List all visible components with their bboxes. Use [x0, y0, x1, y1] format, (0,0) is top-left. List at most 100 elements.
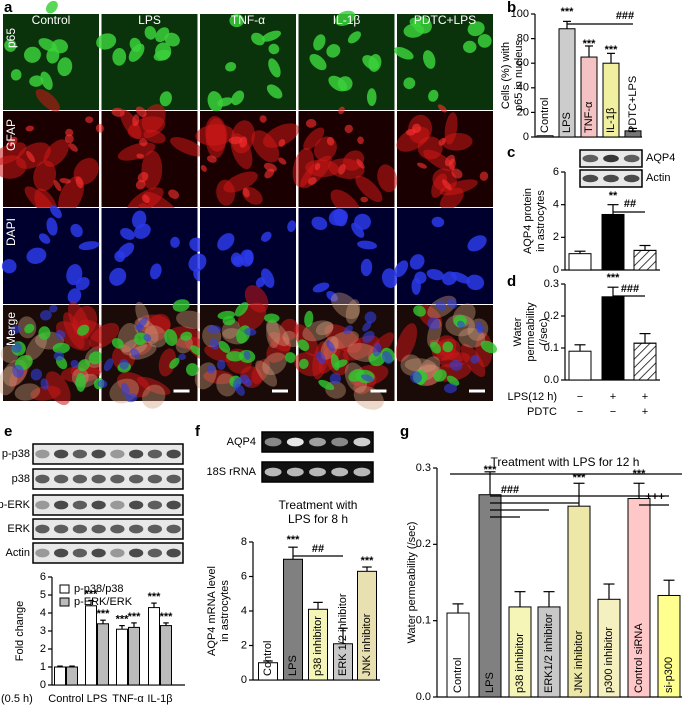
annotation: *** — [484, 464, 498, 476]
band — [129, 474, 144, 484]
bar — [66, 666, 78, 686]
cell — [46, 217, 58, 236]
cell — [139, 138, 148, 147]
cell — [30, 368, 42, 381]
cell — [188, 253, 207, 272]
band — [72, 524, 87, 534]
cell — [49, 304, 58, 313]
cell — [409, 254, 425, 270]
cell — [284, 352, 297, 363]
band — [72, 449, 87, 459]
x-tick-label: LPS — [561, 112, 573, 133]
cell — [337, 76, 353, 91]
cell — [377, 164, 398, 193]
cell — [243, 350, 251, 360]
band — [110, 449, 125, 459]
band — [91, 500, 106, 510]
cell — [437, 104, 447, 113]
annotation: +++ — [645, 491, 664, 503]
gel-label: 18S rRNA — [206, 466, 256, 478]
cell — [266, 84, 283, 99]
treatment-sign: + — [642, 406, 648, 418]
cell — [130, 348, 140, 359]
cell — [53, 351, 65, 361]
cell — [169, 357, 180, 369]
cell — [466, 274, 485, 291]
cell — [29, 75, 44, 87]
cell — [309, 53, 327, 71]
band — [54, 548, 69, 558]
band — [309, 467, 326, 477]
band — [129, 548, 144, 558]
cell — [103, 358, 114, 372]
cell — [143, 129, 166, 144]
cell — [326, 44, 341, 58]
cell — [4, 39, 17, 52]
cell — [190, 345, 202, 355]
cell — [117, 242, 135, 259]
cell — [372, 342, 382, 357]
cell — [329, 372, 342, 385]
cell — [24, 186, 55, 215]
cell — [410, 371, 422, 384]
cell — [33, 160, 57, 192]
cell — [326, 291, 338, 302]
band — [72, 474, 87, 484]
y-tick-label: 4 — [241, 605, 247, 617]
cell — [312, 282, 330, 293]
cell — [444, 154, 455, 167]
band — [35, 500, 50, 510]
cell — [475, 321, 483, 332]
cell — [120, 109, 142, 139]
cell — [77, 324, 90, 336]
legend-swatch — [59, 584, 70, 594]
cell — [38, 326, 51, 340]
cell — [411, 277, 421, 295]
band — [147, 500, 162, 510]
x-tick-label: JNK inhibitor — [573, 630, 585, 693]
cell — [68, 143, 78, 152]
annotation: *** — [85, 588, 99, 600]
x-tick-label: JNK inhibitor — [361, 613, 373, 676]
cell — [206, 364, 216, 374]
bar — [568, 350, 592, 381]
band — [582, 174, 599, 183]
band — [91, 524, 106, 534]
row-label: DAPI — [4, 218, 18, 246]
x-tick-label: PDTC+LPS — [627, 76, 639, 133]
annotation: *** — [573, 472, 587, 484]
cell — [66, 264, 83, 286]
band — [286, 467, 304, 477]
cell — [470, 355, 480, 364]
cell — [109, 267, 127, 286]
cell — [355, 175, 383, 203]
cell — [300, 155, 332, 189]
cell — [328, 330, 360, 349]
cell — [251, 32, 265, 46]
y-tick-label: 0.2 — [416, 538, 431, 550]
cell — [63, 312, 85, 349]
legend-label: p-p38/p38 — [74, 583, 124, 595]
panel-label: f — [195, 423, 201, 440]
annotation: *** — [160, 611, 174, 623]
cell — [357, 136, 364, 145]
x-tick-label: IL-1β — [147, 693, 172, 705]
band — [54, 500, 69, 510]
band — [54, 524, 69, 534]
y-tick-label: 40 — [517, 82, 529, 94]
blot — [32, 468, 184, 490]
y-tick-label: 2 — [241, 639, 247, 651]
x-tick-label: LPS — [484, 672, 496, 693]
cell — [293, 324, 319, 357]
cell — [168, 189, 180, 199]
band — [91, 474, 106, 484]
cell — [278, 157, 287, 165]
cell — [450, 271, 471, 284]
band — [309, 437, 326, 447]
bar-hatch — [633, 249, 657, 271]
bar — [54, 666, 66, 686]
y-tick-label: 0 — [553, 264, 559, 276]
cell — [426, 269, 445, 281]
cell — [25, 125, 34, 132]
x-tick-label: TNF-α — [583, 101, 595, 133]
